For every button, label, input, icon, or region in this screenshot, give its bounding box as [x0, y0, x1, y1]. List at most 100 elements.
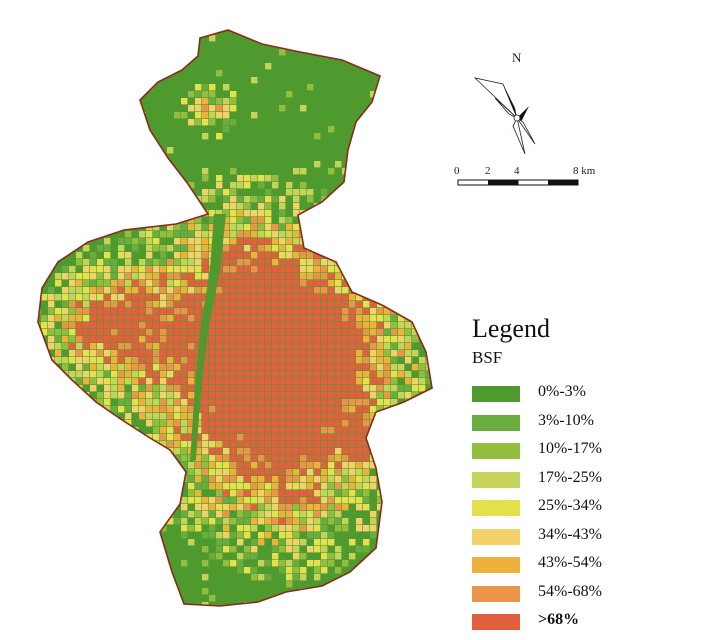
bsf-cell	[314, 301, 321, 308]
bsf-cell	[363, 329, 370, 336]
bsf-cell	[153, 322, 160, 329]
bsf-cell	[237, 196, 244, 203]
bsf-cell	[41, 322, 48, 329]
bsf-cell	[244, 336, 251, 343]
bsf-cell	[321, 357, 328, 364]
bsf-cell	[69, 434, 76, 441]
bsf-cell	[426, 322, 432, 329]
bsf-cell	[216, 392, 223, 399]
bsf-cell	[202, 441, 209, 448]
bsf-cell	[223, 406, 230, 413]
bsf-cell	[391, 294, 398, 301]
bsf-cell	[181, 434, 188, 441]
bsf-cell	[132, 308, 139, 315]
bsf-cell	[405, 301, 412, 308]
bsf-cell	[118, 238, 125, 245]
bsf-cell	[111, 385, 118, 392]
bsf-cell	[349, 329, 356, 336]
bsf-cell	[132, 385, 139, 392]
bsf-cell	[272, 469, 279, 476]
bsf-cell	[335, 413, 342, 420]
bsf-cell	[237, 322, 244, 329]
bsf-cell	[286, 252, 293, 259]
bsf-cell	[244, 546, 251, 553]
bsf-cell	[181, 343, 188, 350]
bsf-cell	[279, 560, 286, 567]
bsf-cell	[195, 511, 202, 518]
bsf-cell	[300, 483, 307, 490]
bsf-cell	[188, 539, 195, 546]
bsf-cell	[370, 392, 377, 399]
bsf-cell	[153, 392, 160, 399]
bsf-cell	[279, 441, 286, 448]
bsf-cell	[272, 252, 279, 259]
bsf-cell	[202, 112, 209, 119]
bsf-cell	[265, 434, 272, 441]
bsf-cell	[272, 357, 279, 364]
bsf-cell	[272, 266, 279, 273]
bsf-cell	[167, 322, 174, 329]
bsf-cell	[132, 350, 139, 357]
bsf-cell	[307, 546, 314, 553]
bsf-cell	[314, 336, 321, 343]
bsf-cell	[230, 259, 237, 266]
bsf-cell	[132, 301, 139, 308]
bsf-cell	[300, 392, 307, 399]
bsf-cell	[118, 329, 125, 336]
bsf-cell	[244, 280, 251, 287]
bsf-cell	[153, 224, 160, 231]
bsf-cell	[181, 287, 188, 294]
bsf-cell	[76, 252, 83, 259]
bsf-cell	[335, 462, 342, 469]
bsf-cell	[307, 273, 314, 280]
bsf-cell	[328, 350, 335, 357]
bsf-cell	[321, 308, 328, 315]
bsf-cell	[153, 455, 160, 462]
bsf-cell	[237, 182, 244, 189]
bsf-cell	[104, 343, 111, 350]
bsf-cell	[188, 364, 195, 371]
bsf-cell	[300, 427, 307, 434]
bsf-cell	[104, 287, 111, 294]
bsf-cell	[251, 238, 258, 245]
bsf-cell	[83, 336, 90, 343]
bsf-cell	[286, 392, 293, 399]
bsf-cell	[405, 259, 412, 266]
bsf-cell	[223, 399, 230, 406]
bsf-cell	[391, 301, 398, 308]
bsf-cell	[300, 539, 307, 546]
bsf-cell	[356, 231, 363, 238]
bsf-cell	[398, 504, 405, 511]
bsf-cell	[258, 455, 265, 462]
bsf-cell	[405, 287, 412, 294]
bsf-cell	[335, 266, 342, 273]
bsf-cell	[125, 364, 132, 371]
bsf-cell	[405, 483, 412, 490]
bsf-cell	[328, 497, 335, 504]
bsf-cell	[293, 357, 300, 364]
bsf-cell	[356, 203, 363, 210]
bsf-cell	[244, 532, 251, 539]
bsf-cell	[384, 364, 391, 371]
bsf-cell	[293, 308, 300, 315]
bsf-cell	[307, 448, 314, 455]
bsf-cell	[384, 294, 391, 301]
bsf-cell	[258, 434, 265, 441]
bsf-cell	[48, 315, 55, 322]
bsf-cell	[258, 287, 265, 294]
bsf-cell	[335, 203, 342, 210]
bsf-cell	[272, 504, 279, 511]
bsf-cell	[209, 413, 216, 420]
bsf-cell	[188, 378, 195, 385]
bsf-cell	[237, 497, 244, 504]
bsf-cell	[335, 245, 342, 252]
bsf-cell	[307, 560, 314, 567]
bsf-cell	[363, 245, 370, 252]
bsf-cell	[258, 175, 265, 182]
bsf-cell	[335, 287, 342, 294]
bsf-cell	[328, 322, 335, 329]
bsf-cell	[335, 322, 342, 329]
north-label: N	[512, 50, 522, 65]
bsf-cell	[97, 427, 104, 434]
bsf-cell	[223, 343, 230, 350]
